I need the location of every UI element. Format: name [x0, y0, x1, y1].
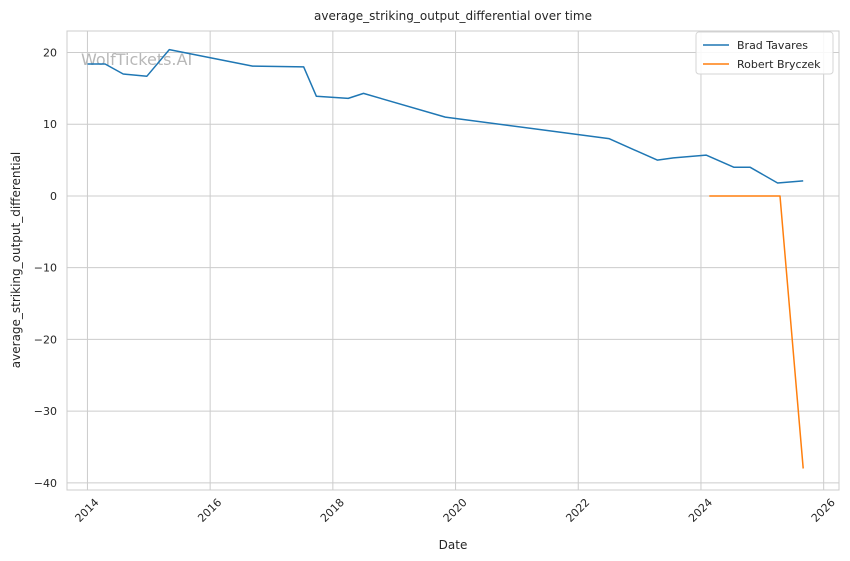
watermark: WolfTickets.AI [81, 50, 192, 69]
y-tick-label: 0 [50, 190, 57, 203]
y-tick-label: 10 [43, 118, 57, 131]
y-tick-label: −40 [34, 477, 57, 490]
series-lines [87, 48, 804, 469]
legend-box [695, 31, 834, 75]
y-tick-label: −30 [34, 405, 57, 418]
y-tick-label: 20 [43, 47, 57, 60]
y-axis-label: average_striking_output_differential [9, 152, 23, 368]
y-tick-label: −20 [34, 333, 57, 346]
plot-frame [66, 30, 840, 491]
x-axis-label: Date [439, 538, 468, 552]
series-line-1 [709, 195, 804, 469]
y-tick-label: −10 [34, 262, 57, 275]
chart-title: average_striking_output_differential ove… [314, 9, 592, 23]
y-tick-labels: 20 10 0 −10 −20 −30 −40 [34, 47, 57, 490]
legend-label-0: Brad Tavares [737, 39, 808, 52]
legend: Brad Tavares Robert Bryczek [695, 31, 834, 75]
series-line-0 [87, 48, 804, 184]
legend-label-1: Robert Bryczek [737, 58, 821, 71]
